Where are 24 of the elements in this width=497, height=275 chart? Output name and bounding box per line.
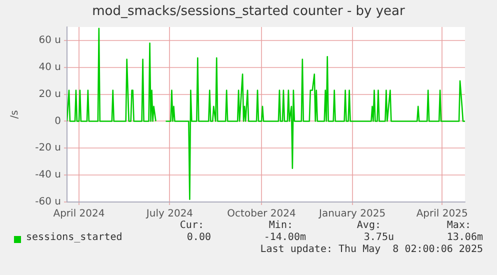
text: Avg:	[356, 220, 381, 231]
text: 13.06m	[446, 232, 483, 243]
y-tick-label: 40 u	[38, 62, 61, 73]
y-axis-title: /s	[10, 110, 21, 119]
y-tick-label: 0	[54, 116, 61, 127]
y-tick-label: -20 u	[35, 142, 61, 154]
text: 0.00	[186, 232, 211, 243]
x-tick-label: January 2025	[318, 208, 386, 220]
text: Cur:	[180, 220, 204, 231]
y-tick-label: 60 u	[38, 35, 61, 46]
x-tick-label: April 2024	[53, 208, 105, 220]
y-tick-label: 20 u	[38, 88, 61, 100]
x-tick-label: April 2025	[416, 208, 468, 220]
text: Min:	[268, 220, 293, 231]
chart-title: mod_smacks/sessions_started counter - by year	[91, 4, 406, 19]
text: Max:	[446, 220, 471, 231]
y-tick-label: -60 u	[35, 196, 61, 208]
text: 3.75u	[364, 232, 394, 243]
x-tick-label: October 2024	[227, 208, 296, 220]
y-tick-label: -40 u	[35, 170, 61, 181]
text: -14.00m	[264, 232, 306, 243]
x-tick-label: July 2024	[145, 208, 194, 220]
legend-label: sessions_started	[26, 232, 122, 243]
text: Last update: Thu May 8 02:00:06 2025	[260, 244, 483, 255]
